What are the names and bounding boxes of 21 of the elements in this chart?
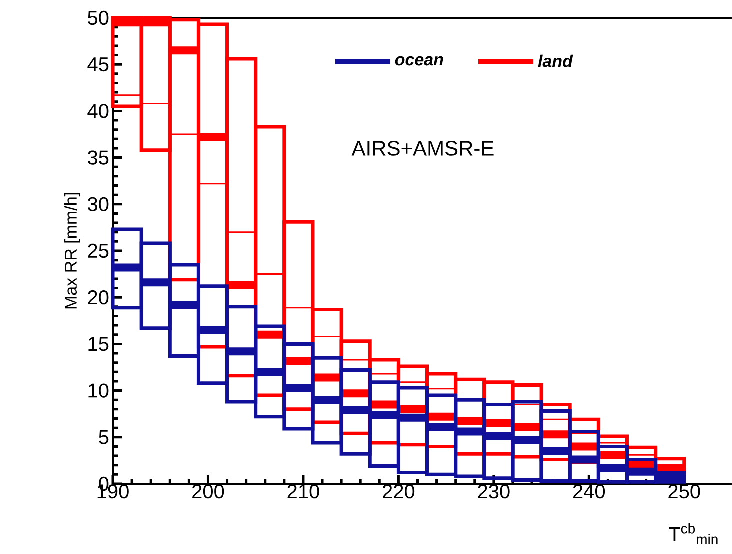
y-tick-label: 30 <box>88 197 109 212</box>
x-tick-label: 220 <box>383 484 415 499</box>
y-tick-label: 45 <box>88 58 109 72</box>
legend-label: ocean <box>395 56 444 66</box>
y-tick-label: 5 <box>99 430 109 444</box>
y-tick-label: 40 <box>88 104 109 118</box>
x-tick-label: 250 <box>668 484 700 499</box>
y-axis-title: Max RR [mm/h] <box>64 193 80 309</box>
y-tick-label: 20 <box>88 290 109 305</box>
y-tick-label: 25 <box>88 244 109 258</box>
x-tick-label: 200 <box>192 484 224 499</box>
legend-label: land <box>538 54 574 68</box>
y-tick-label: 50 <box>88 10 109 26</box>
x-tick-label: 240 <box>573 484 606 499</box>
y-tick-label: 15 <box>88 337 109 352</box>
x-tick-label: 210 <box>288 484 320 499</box>
annotation: AIRS+AMSR-E <box>352 141 494 156</box>
x-tick-label: 230 <box>478 484 510 499</box>
x-axis-title: T$^{cb}$min <box>669 524 718 544</box>
y-tick-label: 10 <box>88 384 109 398</box>
y-tick-label: 35 <box>88 150 109 165</box>
